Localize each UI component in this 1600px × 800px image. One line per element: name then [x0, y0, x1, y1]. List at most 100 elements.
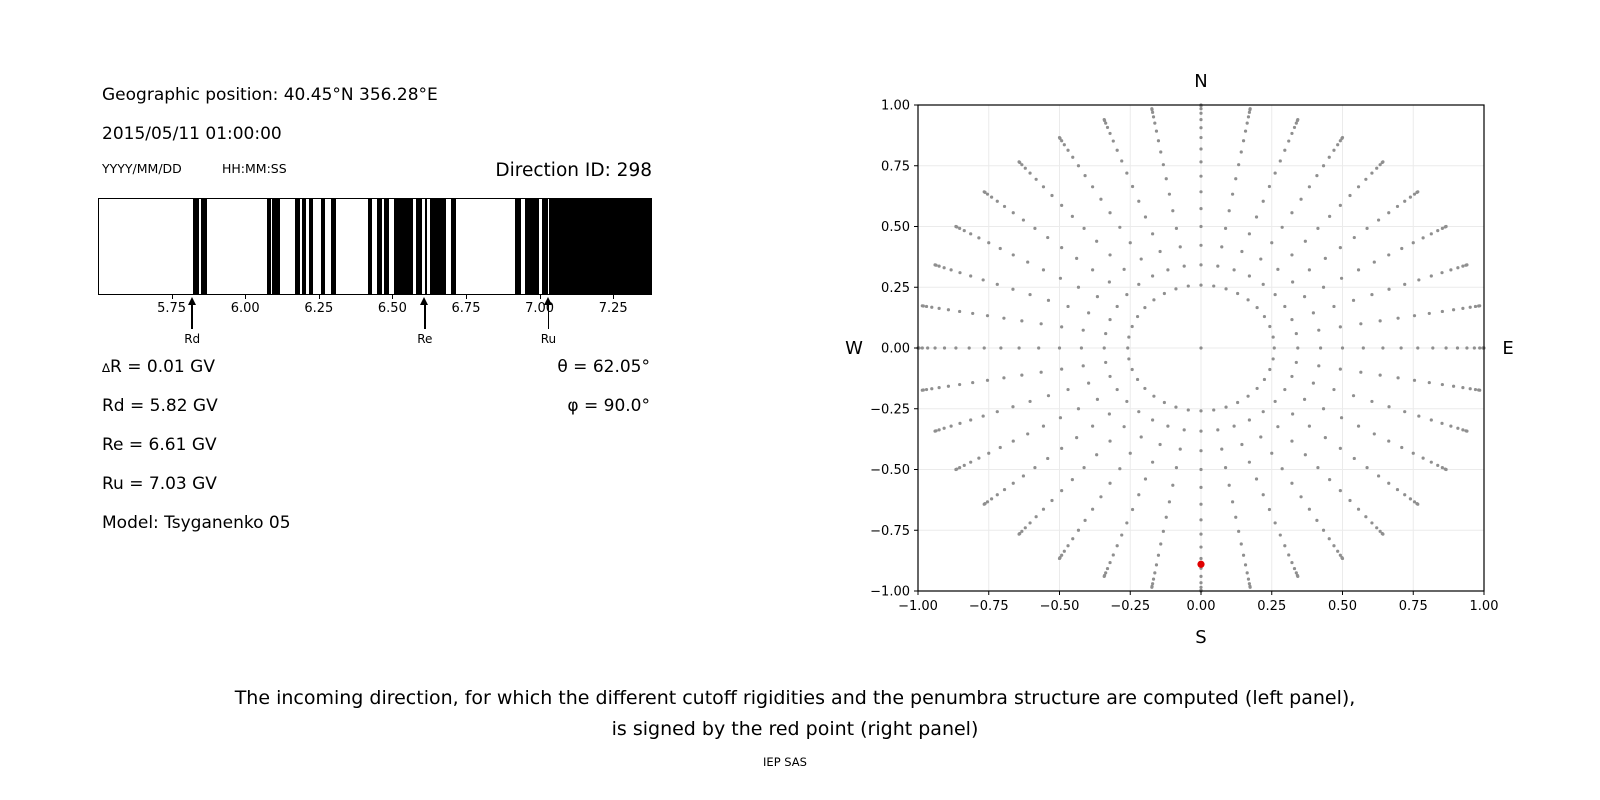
x-tick-label: 0.50: [1328, 599, 1357, 614]
direction-dot: [1091, 424, 1095, 428]
direction-dot: [1232, 268, 1236, 272]
direction-dot: [985, 500, 990, 504]
direction-dot: [1436, 229, 1440, 233]
direction-dot: [1060, 553, 1064, 557]
direction-dot: [1083, 174, 1087, 178]
direction-dot: [998, 445, 1002, 450]
direction-dot: [1365, 466, 1369, 470]
direction-dot: [1338, 245, 1342, 250]
direction-dot: [1352, 456, 1356, 461]
direction-dot: [1199, 574, 1203, 578]
direction-dot: [1066, 148, 1070, 152]
direction-dot: [989, 497, 994, 501]
direction-dot: [1199, 263, 1203, 267]
forbidden-band: [429, 199, 447, 294]
direction-dot: [937, 386, 941, 390]
direction-dot: [1328, 478, 1332, 482]
direction-dot: [1271, 335, 1275, 339]
direction-dot: [1082, 466, 1086, 470]
forbidden-band: [308, 199, 313, 294]
direction-dot: [1171, 483, 1175, 487]
x-tick-mark: [245, 295, 247, 299]
direction-dot: [1199, 283, 1203, 287]
direction-dot: [1412, 192, 1417, 196]
direction-dot: [1011, 253, 1015, 257]
direction-dot: [1199, 429, 1203, 433]
info-row-text: R = 0.01 GV: [110, 357, 215, 377]
direction-dot: [1095, 453, 1099, 457]
direction-dot: [1151, 460, 1155, 464]
direction-dot: [1473, 387, 1478, 392]
direction-dot: [1216, 428, 1220, 432]
direction-dot: [1158, 442, 1162, 447]
direction-dot: [1041, 424, 1046, 428]
direction-dot: [933, 263, 937, 267]
direction-dot: [1328, 214, 1332, 218]
direction-dot: [1011, 211, 1015, 215]
direction-dot: [954, 224, 958, 229]
direction-dot: [1128, 451, 1132, 455]
direction-dot: [1066, 544, 1070, 548]
direction-dot: [977, 456, 981, 460]
direction-plot: −1.00 −0.75 −0.50 −0.25 0.00 0.25 0.50 0.75 1.00…: [845, 71, 1514, 648]
direction-dot: [1268, 367, 1272, 372]
x-tick-label: −0.50: [1040, 599, 1080, 614]
direction-dot: [989, 195, 994, 199]
direction-dot: [1364, 515, 1368, 519]
direction-dot: [1348, 498, 1352, 503]
direction-dot: [1465, 263, 1469, 267]
direction-dot: [1046, 394, 1051, 398]
direction-dot: [1387, 405, 1391, 409]
direction-dot: [1381, 346, 1385, 350]
direction-dot: [1291, 412, 1295, 416]
direction-dot: [920, 346, 924, 350]
direction-dot: [1455, 346, 1460, 350]
direction-dot: [1199, 243, 1203, 247]
direction-dot: [1247, 582, 1251, 586]
direction-dot: [1125, 399, 1129, 404]
re-arrow-stem: [424, 304, 426, 329]
direction-dot: [1456, 426, 1460, 430]
rd-arrow-stem: [191, 304, 193, 329]
info-row-3: Ru = 7.03 GV: [102, 474, 217, 494]
direction-dot: [1161, 529, 1165, 533]
direction-dot: [1255, 386, 1259, 391]
direction-dot: [1280, 467, 1284, 471]
direction-dot: [1271, 357, 1275, 361]
rd-arrow-label: Rd: [184, 332, 201, 346]
direction-dot: [998, 246, 1002, 251]
direction-dot: [982, 346, 986, 350]
direction-dot: [1058, 276, 1063, 280]
direction-dot: [1115, 544, 1119, 548]
direction-dot: [942, 346, 947, 350]
direction-dot: [1182, 264, 1186, 268]
direction-dot: [1199, 502, 1203, 506]
direction-dot: [1057, 556, 1062, 561]
direction-dot: [1351, 394, 1356, 398]
direction-dot: [942, 266, 946, 270]
direction-dot: [1130, 367, 1134, 372]
direction-dot: [1246, 298, 1250, 302]
direction-dot: [1076, 407, 1081, 411]
direction-dot: [1302, 397, 1307, 401]
direction-dot: [1378, 373, 1382, 377]
direction-dot: [1315, 518, 1319, 522]
direction-dot: [1431, 346, 1435, 350]
penumbra-x-axis: 5.75 6.00 6.25 6.50 6.75 7.00 7.25 Rd Re Ru: [98, 295, 652, 355]
direction-dot: [1060, 325, 1064, 329]
direction-dot: [1338, 553, 1342, 557]
x-tick-label: −0.25: [1110, 599, 1150, 614]
direction-dot: [1370, 292, 1374, 297]
y-tick-label: 0.25: [881, 281, 910, 296]
direction-dot: [1429, 418, 1433, 422]
direction-dot: [1327, 537, 1331, 541]
direction-dot: [1152, 394, 1156, 398]
direction-dot: [1199, 147, 1203, 151]
direction-dot: [1270, 241, 1274, 245]
direction-dot: [1338, 139, 1342, 143]
x-tick-label: 6.00: [230, 301, 260, 316]
direction-dot: [1158, 249, 1162, 254]
direction-dot: [930, 305, 934, 309]
direction-dot: [1095, 397, 1100, 401]
direction-dot: [1174, 466, 1179, 470]
